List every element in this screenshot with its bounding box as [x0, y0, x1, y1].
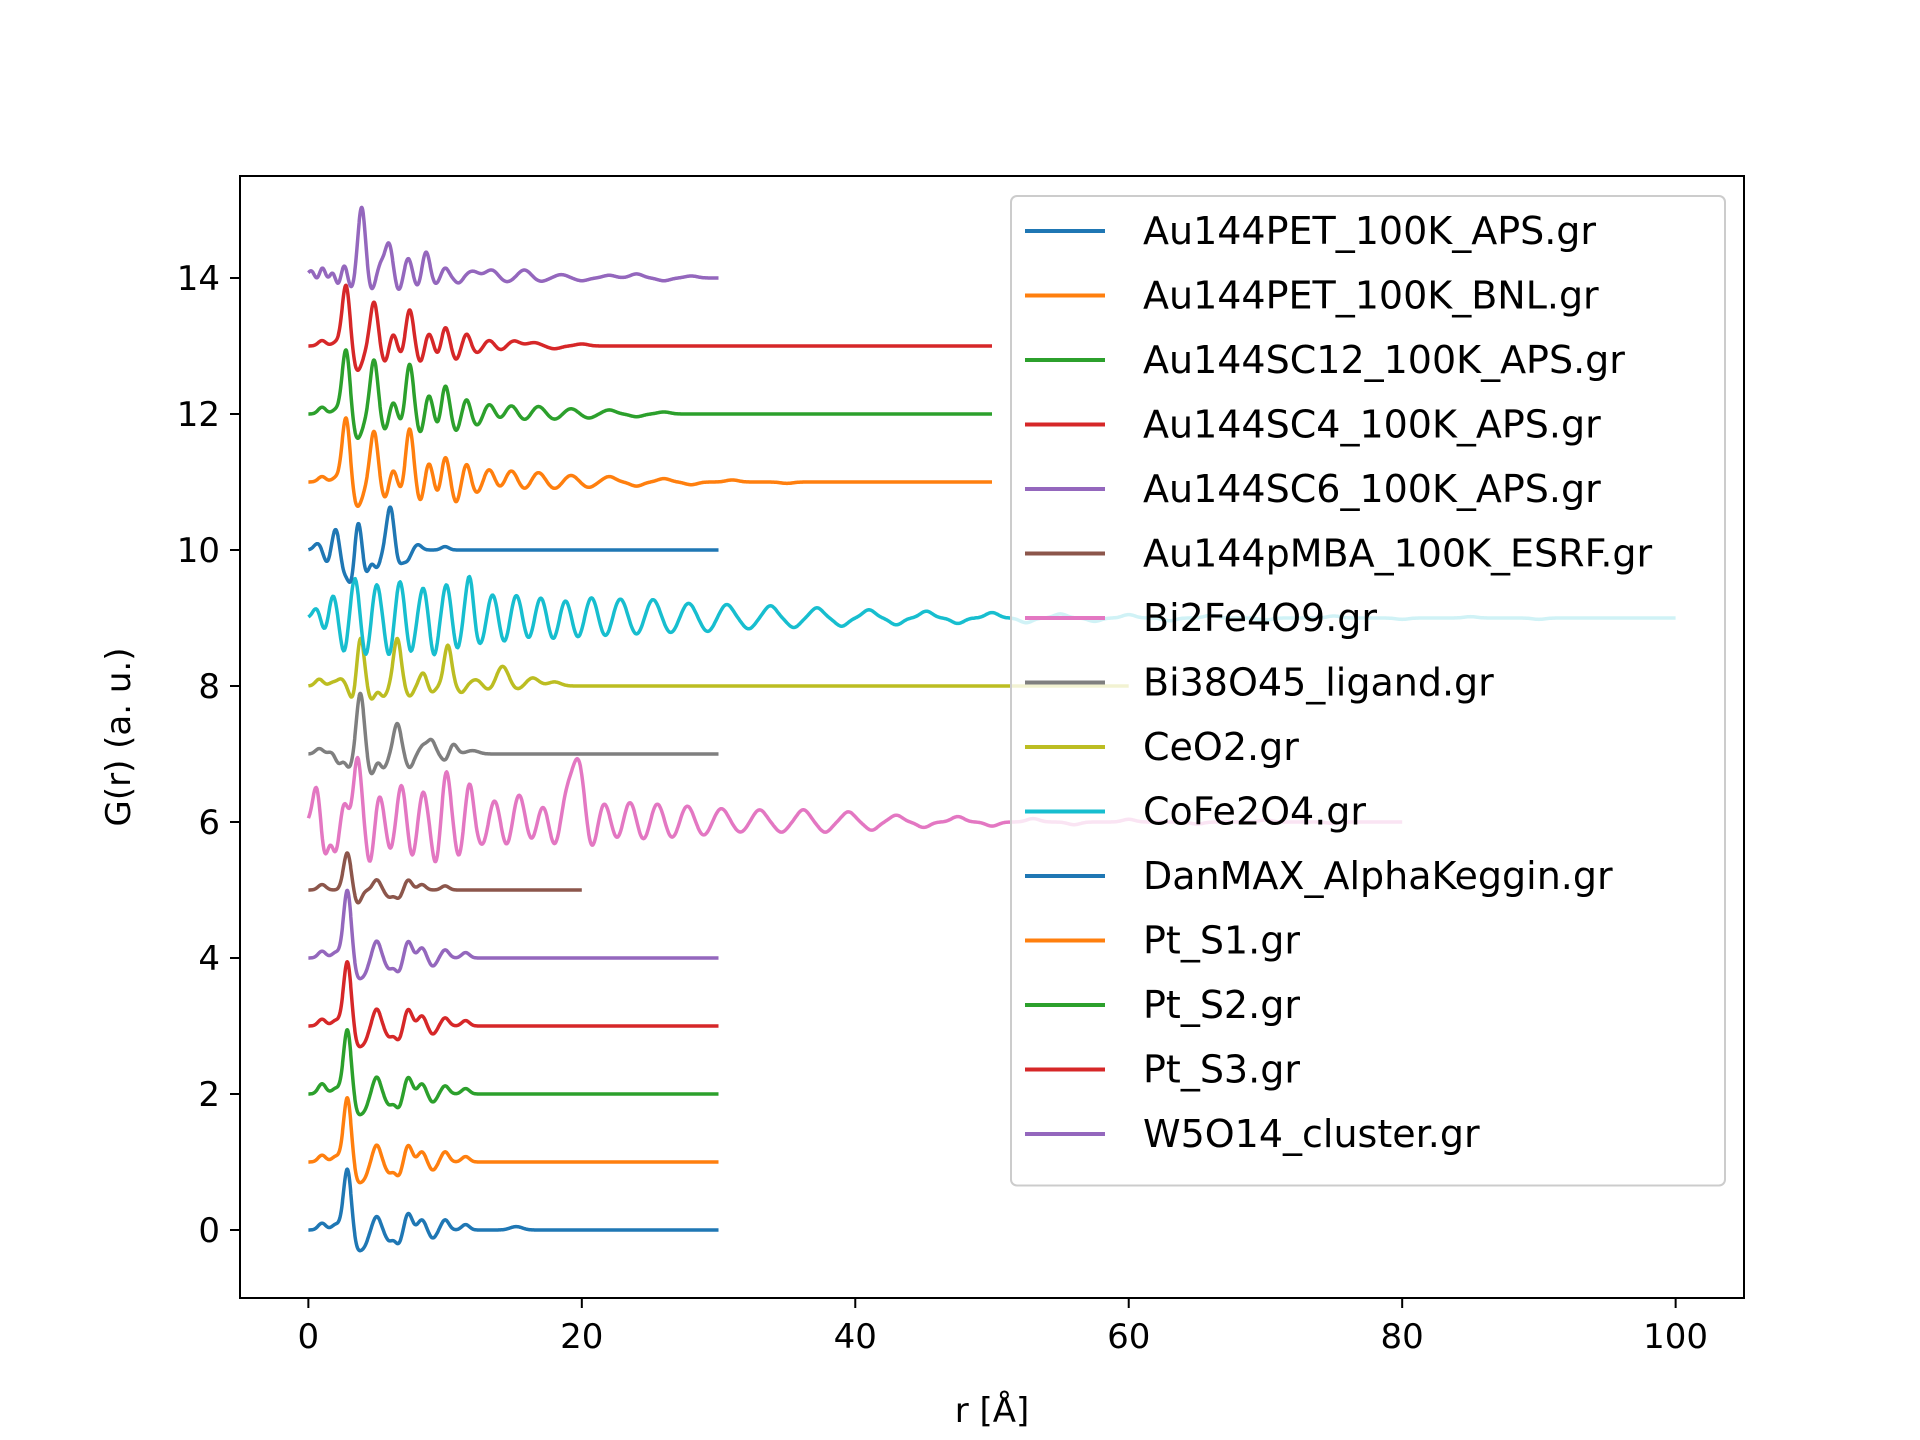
series-line-9: [307, 636, 1130, 701]
y-tick-label: 0: [198, 1211, 220, 1251]
legend-label: Pt_S1.gr: [1143, 919, 1300, 963]
legend-label: Au144PET_100K_BNL.gr: [1143, 274, 1599, 318]
legend-label: Pt_S3.gr: [1143, 1048, 1300, 1092]
y-tick-label: 8: [198, 667, 220, 707]
plot-frame: [239, 175, 1745, 1299]
series-line-5: [306, 888, 721, 981]
series-line-11: [306, 505, 721, 584]
legend-label: CeO2.gr: [1143, 725, 1299, 769]
legend: Au144PET_100K_APS.gr Au144PET_100K_BNL.gr…: [1010, 195, 1726, 1187]
series-line-2: [306, 1096, 721, 1185]
y-tick-label: 14: [177, 259, 220, 299]
series-line-12: [307, 416, 994, 509]
legend-label: W5O14_cluster.gr: [1143, 1112, 1480, 1156]
y-tick-label: 2: [198, 1075, 220, 1115]
series-line-6: [306, 851, 584, 905]
x-tick-label: 100: [1643, 1317, 1708, 1357]
series-line-14: [307, 283, 994, 373]
series-line-3: [306, 1028, 721, 1117]
y-axis: 0 2 4 6 8 10 12 14: [177, 259, 240, 1251]
y-tick-label: 12: [177, 395, 220, 435]
legend-label: Au144SC6_100K_APS.gr: [1143, 467, 1601, 511]
legend-label: Au144SC4_100K_APS.gr: [1143, 403, 1601, 447]
x-tick-label: 40: [834, 1317, 877, 1357]
x-axis-label: r [Å]: [955, 1390, 1030, 1431]
legend-label: Bi2Fe4O9.gr: [1143, 596, 1377, 640]
y-tick-label: 6: [198, 803, 220, 843]
x-tick-label: 0: [298, 1317, 320, 1357]
series-line-8: [306, 691, 721, 776]
legend-label: Au144SC12_100K_APS.gr: [1143, 338, 1625, 382]
legend-label: Au144pMBA_100K_ESRF.gr: [1143, 532, 1653, 576]
legend-label: Au144PET_100K_APS.gr: [1143, 209, 1596, 253]
series-line-4: [306, 960, 721, 1049]
x-axis: 0 20 40 60 80 100: [298, 1298, 1708, 1357]
legend-label: CoFe2O4.gr: [1143, 790, 1366, 834]
x-tick-label: 60: [1107, 1317, 1150, 1357]
series-line-1: [306, 1167, 721, 1253]
legend-box: [1010, 195, 1726, 1187]
y-axis-label: G(r) (a. u.): [99, 648, 139, 827]
legend-label: Pt_S2.gr: [1143, 983, 1300, 1027]
x-tick-label: 80: [1381, 1317, 1424, 1357]
series-line-15: [306, 205, 721, 291]
series-line-13: [307, 348, 994, 441]
y-tick-label: 10: [177, 531, 220, 571]
y-tick-label: 4: [198, 939, 220, 979]
legend-label: DanMAX_AlphaKeggin.gr: [1143, 854, 1613, 898]
legend-label: Bi38O45_ligand.gr: [1143, 661, 1494, 705]
x-tick-label: 20: [560, 1317, 603, 1357]
